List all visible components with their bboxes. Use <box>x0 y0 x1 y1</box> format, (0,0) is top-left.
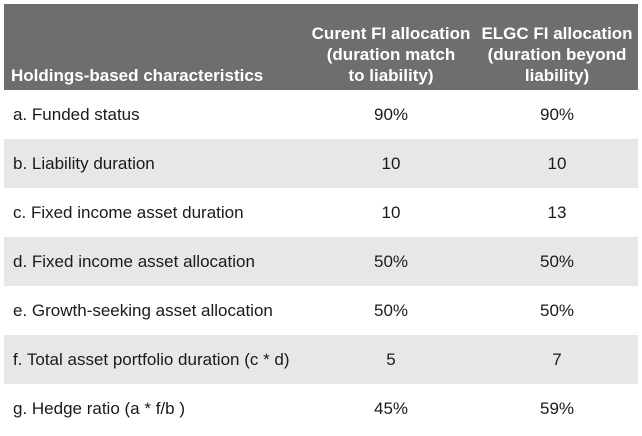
header-elgc-line-3: liability) <box>524 66 590 85</box>
header-row: Holdings-based characteristics Curent FI… <box>4 4 638 90</box>
elgc-value: 90% <box>476 90 638 139</box>
row-label: e. Growth-seeking asset allocation <box>4 286 306 335</box>
header-elgc-fi-allocation: ELGC FI allocation (duration beyond liab… <box>476 4 638 90</box>
header-elgc-line-2: (duration beyond <box>487 45 627 64</box>
header-elgc-line-1: ELGC FI allocation <box>481 24 633 43</box>
table-header: Holdings-based characteristics Curent FI… <box>4 4 638 90</box>
current-value: 50% <box>306 237 476 286</box>
current-value: 45% <box>306 384 476 433</box>
elgc-value: 10 <box>476 139 638 188</box>
elgc-value: 50% <box>476 237 638 286</box>
row-label: g. Hedge ratio (a * f/b ) <box>4 384 306 433</box>
row-label: a. Funded status <box>4 90 306 139</box>
table-row: e. Growth-seeking asset allocation 50% 5… <box>4 286 638 335</box>
holdings-table: Holdings-based characteristics Curent FI… <box>4 4 638 433</box>
row-label: d. Fixed income asset allocation <box>4 237 306 286</box>
current-value: 10 <box>306 188 476 237</box>
header-current-fi-allocation: Curent FI allocation (duration match to … <box>306 4 476 90</box>
table-body: a. Funded status 90% 90% b. Liability du… <box>4 90 638 433</box>
current-value: 90% <box>306 90 476 139</box>
elgc-value: 7 <box>476 335 638 384</box>
header-current-line-2: (duration match <box>326 45 456 64</box>
elgc-value: 59% <box>476 384 638 433</box>
table-row: a. Funded status 90% 90% <box>4 90 638 139</box>
elgc-value: 13 <box>476 188 638 237</box>
table-row: f. Total asset portfolio duration (c * d… <box>4 335 638 384</box>
row-label: c. Fixed income asset duration <box>4 188 306 237</box>
table-row: b. Liability duration 10 10 <box>4 139 638 188</box>
table-row: g. Hedge ratio (a * f/b ) 45% 59% <box>4 384 638 433</box>
row-label: f. Total asset portfolio duration (c * d… <box>4 335 306 384</box>
table-row: c. Fixed income asset duration 10 13 <box>4 188 638 237</box>
header-current-line-3: to liability) <box>348 66 434 85</box>
header-characteristics: Holdings-based characteristics <box>4 4 306 90</box>
table-row: d. Fixed income asset allocation 50% 50% <box>4 237 638 286</box>
current-value: 5 <box>306 335 476 384</box>
elgc-value: 50% <box>476 286 638 335</box>
header-current-line-1: Curent FI allocation <box>311 24 471 43</box>
current-value: 10 <box>306 139 476 188</box>
current-value: 50% <box>306 286 476 335</box>
row-label: b. Liability duration <box>4 139 306 188</box>
